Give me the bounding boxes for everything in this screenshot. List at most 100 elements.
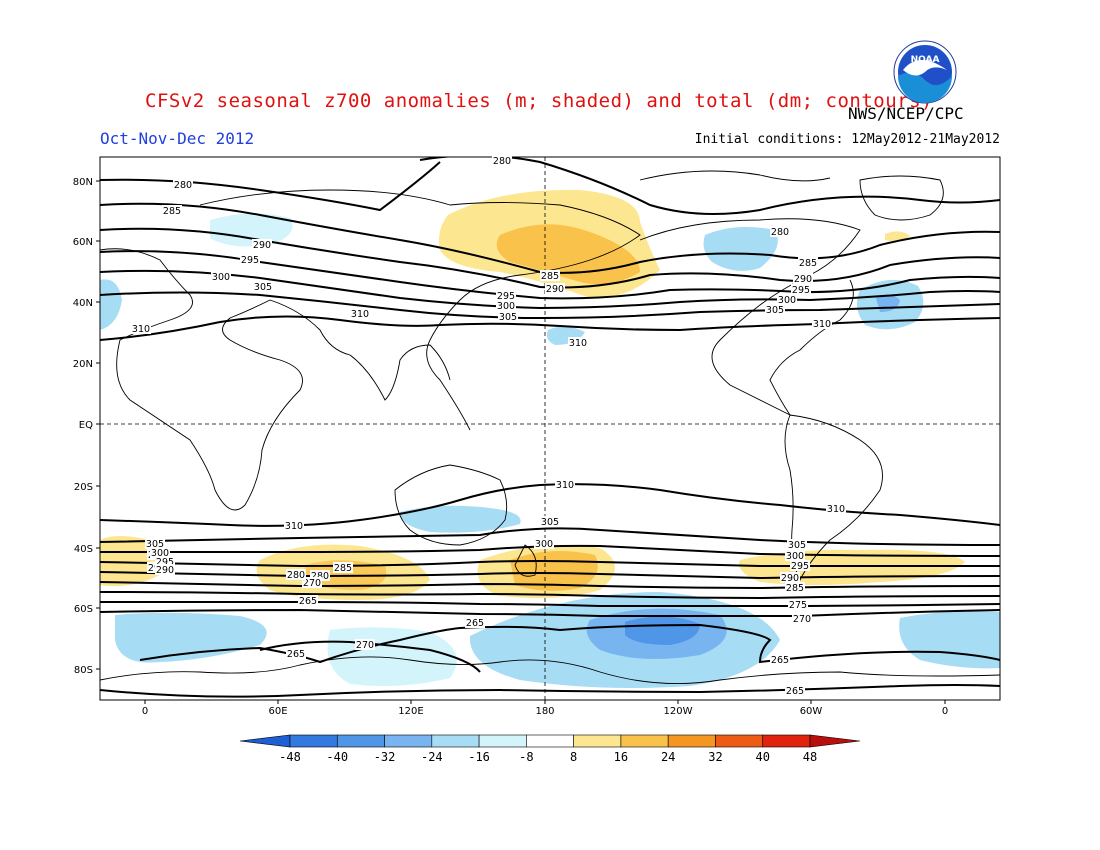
colorbar-box: [384, 734, 433, 748]
colorbar-box: [526, 734, 574, 748]
contour-label-bg: [496, 300, 516, 311]
colorbar-arrow-left: [239, 734, 291, 748]
contour-label-bg: [785, 685, 805, 696]
contour-label-bg: [785, 550, 805, 561]
contour-label-bg: [150, 547, 170, 558]
contour-label-bg: [555, 479, 575, 490]
contour-label-bg: [780, 572, 800, 583]
asia-coast: [199, 189, 641, 431]
contour-label: 310: [827, 504, 845, 515]
colorbar-tick-label: -40: [326, 750, 348, 764]
contour-label: 295: [497, 291, 515, 302]
colorbar-arrow-right: [809, 734, 861, 748]
contour-label: 300: [151, 548, 169, 559]
negative-anomaly-amundsen-core: [625, 616, 700, 645]
contour-label-bg: [131, 323, 151, 334]
arabia-india-coast: [269, 299, 451, 401]
longitude-axis: 0 60E 120E 180 120W 60W 0: [142, 700, 948, 717]
contour-label: 310: [132, 324, 150, 335]
lat-label: 80S: [74, 665, 93, 676]
colorbar-tick-label: -24: [421, 750, 443, 764]
colorbar-box: [431, 734, 480, 748]
contour-label-bg: [545, 283, 565, 294]
contour-label: 295: [792, 285, 810, 296]
contour-label-bg: [286, 569, 306, 580]
contour-label-bg: [787, 539, 807, 550]
negative-anomaly-southern-ocean-mid: [327, 627, 457, 686]
contour-label: 280: [493, 156, 511, 167]
contour-label: 270: [303, 578, 321, 589]
contour-280-eurasia: [100, 161, 441, 212]
lon-label: 120W: [664, 706, 693, 717]
contour-label-bg: [777, 294, 797, 305]
contour-label: 265: [287, 649, 305, 660]
contour-label-bg: [465, 617, 485, 628]
contour-label-bg: [812, 318, 832, 329]
contour-label: 310: [813, 319, 831, 330]
contour-label-bg: [252, 239, 272, 250]
contour-label: 310: [351, 309, 369, 320]
contour-label-bg: [240, 254, 260, 265]
lon-label: 60E: [268, 706, 287, 717]
contour-label: 305: [499, 312, 517, 323]
lon-label: 0: [942, 706, 948, 717]
plot-frame: [99, 156, 1001, 701]
colorbar-tick-label: 8: [570, 750, 577, 764]
contour-label: 285: [799, 258, 817, 269]
colorbar-tick-label: 24: [661, 750, 675, 764]
agency-label: NWS/NCEP/CPC: [848, 104, 964, 123]
contour-label-bg: [568, 337, 588, 348]
colorbar-box: [620, 734, 669, 748]
contour-label: 290: [156, 565, 174, 576]
contour-label-bg: [770, 226, 790, 237]
arctic-islands: [639, 170, 831, 182]
contour-265-ring: [139, 623, 1000, 664]
contour-label-bg: [798, 257, 818, 268]
colorbar-box: [573, 734, 622, 748]
lon-label: 180: [535, 706, 554, 717]
contour-label-bg: [793, 273, 813, 284]
negative-anomaly-europe: [210, 213, 293, 247]
lat-label: 20N: [73, 359, 93, 370]
contour-label-bg: [498, 311, 518, 322]
colorbar-tick-label: 32: [708, 750, 722, 764]
lat-label: 60N: [73, 237, 93, 248]
contour-label: 280: [311, 571, 329, 582]
colorbar-box: [715, 734, 764, 748]
colorbar-tick-label: -16: [468, 750, 490, 764]
contour-label-bg: [310, 570, 330, 581]
contour-label: 265: [299, 596, 317, 607]
contour-label-bg: [145, 538, 165, 549]
initial-conditions: Initial conditions: 12May2012-21May2012: [694, 132, 1000, 147]
negative-anomaly-australia: [400, 505, 521, 533]
contour-label-bg: [534, 538, 554, 549]
contour-295: [100, 250, 1000, 300]
contour-label-bg: [155, 564, 175, 575]
colorbar-tick-label: 40: [756, 750, 770, 764]
contour-labels: 2802802852902953003053103103102852902953…: [131, 155, 846, 697]
contour-label: 295: [241, 255, 259, 266]
coastlines: [100, 170, 1000, 685]
contour-label: 300: [212, 272, 230, 283]
contour-label: 310: [285, 521, 303, 532]
greenland: [859, 175, 944, 221]
contour-305: [100, 291, 1000, 320]
noaa-logo: NOAA: [893, 40, 957, 104]
contour-280-arctic: [419, 157, 1000, 215]
colorbar-tick-label: -48: [279, 750, 301, 764]
contour-285: [100, 202, 1000, 274]
contour-label: 300: [535, 539, 553, 550]
noaa-logo-text: NOAA: [911, 55, 940, 65]
map-plot-area: [100, 157, 1000, 700]
negative-anomaly-south-atlantic-east: [899, 610, 1000, 669]
lon-label: 120E: [398, 706, 423, 717]
contour-305-south: [100, 527, 1000, 546]
europe-africa-coast: [100, 248, 303, 511]
contour-label: 280: [287, 570, 305, 581]
contour-label-bg: [298, 595, 318, 606]
contour-label: 305: [541, 517, 559, 528]
australia-coast: [394, 464, 508, 546]
colorbar-box: [336, 734, 385, 748]
new-zealand: [514, 544, 537, 577]
contour-label-bg: [286, 648, 306, 659]
